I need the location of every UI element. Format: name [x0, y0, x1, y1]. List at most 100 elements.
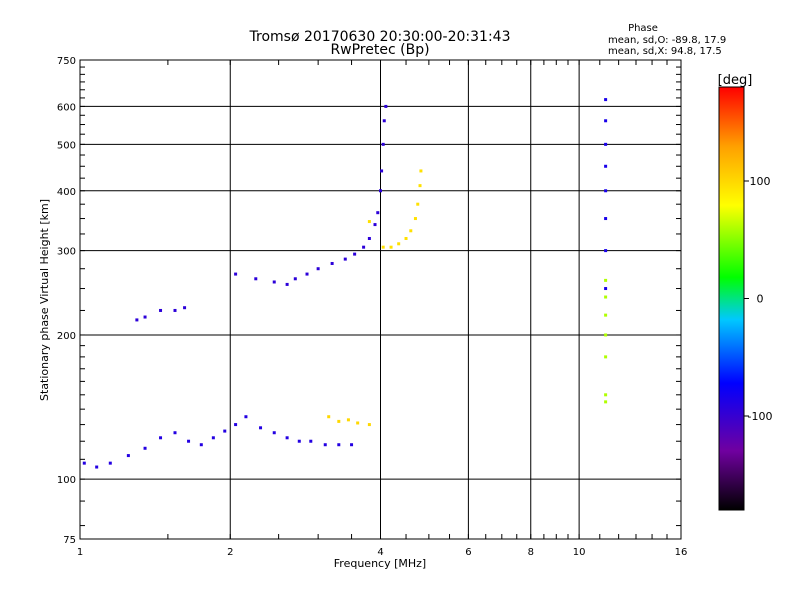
data-point	[367, 423, 371, 427]
x-tick-label: 2	[227, 547, 233, 558]
x-tick-label: 6	[465, 547, 471, 558]
y-tick-label: 500	[57, 140, 76, 151]
data-point	[309, 439, 313, 443]
data-point	[380, 169, 384, 173]
data-point	[604, 217, 608, 221]
data-point	[254, 277, 258, 281]
x-axis-label: Frequency [MHz]	[334, 557, 426, 570]
y-tick-label: 100	[57, 475, 76, 486]
data-point	[381, 245, 385, 249]
x-tick-label: 10	[573, 547, 586, 558]
data-point	[199, 443, 203, 447]
axis-ticks: 1 2 4 6 8 10 16 75 100 200 300 400 500 600 750	[57, 56, 687, 558]
data-point	[143, 315, 147, 319]
data-point	[135, 318, 139, 322]
data-point	[416, 202, 420, 206]
data-point	[211, 436, 215, 440]
data-point	[362, 245, 366, 249]
data-point	[418, 184, 422, 188]
y-tick-label: 400	[57, 187, 76, 198]
data-point	[126, 454, 130, 458]
data-point	[327, 415, 331, 419]
data-point	[604, 98, 608, 102]
data-point	[404, 236, 408, 240]
data-point	[419, 169, 423, 173]
data-point	[82, 461, 86, 465]
data-point	[259, 426, 263, 430]
y-tick-label: 600	[57, 102, 76, 113]
x-tick-label: 16	[675, 547, 688, 558]
x-tick-label: 4	[377, 547, 383, 558]
data-point	[234, 423, 238, 427]
colorbar-tick-label: 0	[757, 293, 764, 306]
y-tick-label: 200	[57, 331, 76, 342]
x-tick-label: 1	[77, 547, 83, 558]
data-point	[604, 278, 608, 282]
data-point	[350, 443, 354, 447]
data-point	[95, 465, 99, 469]
grid-lines	[80, 60, 681, 539]
data-point	[173, 308, 177, 312]
data-point	[389, 245, 393, 249]
data-point	[183, 306, 187, 310]
y-tick-label: 300	[57, 247, 76, 258]
data-point	[604, 355, 608, 359]
data-point	[604, 287, 608, 291]
data-point	[367, 236, 371, 240]
data-point	[173, 431, 177, 435]
data-point	[379, 189, 382, 193]
data-point	[159, 308, 163, 312]
data-point	[305, 272, 309, 276]
data-point	[293, 277, 297, 281]
data-point	[187, 439, 191, 443]
data-point	[373, 223, 377, 227]
data-point	[382, 119, 386, 123]
data-point	[143, 446, 147, 450]
y-tick-label: 75	[63, 535, 76, 546]
chart-title: Tromsø 20170630 20:30:00-20:31:43	[249, 29, 511, 45]
data-point	[604, 400, 608, 404]
data-point	[330, 261, 334, 265]
y-tick-label: 750	[57, 56, 76, 67]
data-points	[82, 98, 608, 469]
data-point	[604, 189, 608, 193]
data-point	[323, 443, 327, 447]
data-point	[384, 104, 388, 108]
data-point	[223, 429, 227, 433]
data-point	[397, 242, 401, 246]
data-point	[272, 431, 276, 435]
data-point	[604, 393, 608, 397]
data-point	[285, 282, 289, 286]
data-point	[159, 436, 163, 440]
data-point	[376, 211, 380, 215]
data-point	[343, 257, 347, 261]
phase-box-line-o: mean, sd,O: -89.8, 17.9	[608, 35, 726, 46]
data-point	[604, 249, 608, 253]
colorbar-tick-label: 100	[750, 175, 771, 188]
data-point	[409, 229, 413, 233]
data-point	[604, 164, 608, 168]
data-point	[367, 220, 371, 224]
data-point	[604, 295, 608, 299]
chart-subtitle: RwPretec (Bp)	[330, 42, 429, 58]
data-point	[108, 461, 112, 465]
data-point	[285, 436, 289, 440]
phase-box-line-x: mean, sd,X: 94.8, 17.5	[608, 46, 722, 57]
data-point	[604, 333, 608, 337]
colorbar-tick-label: -100	[748, 410, 773, 423]
data-point	[353, 252, 357, 256]
data-point	[604, 119, 608, 123]
data-point	[381, 142, 385, 146]
data-point	[337, 443, 341, 447]
y-axis-label: Stationary phase Virtual Height [km]	[38, 199, 51, 401]
data-point	[413, 217, 417, 221]
data-point	[244, 415, 248, 419]
x-tick-label: 8	[528, 547, 534, 558]
data-point	[316, 267, 320, 271]
colorbar	[718, 86, 745, 511]
phase-box-title: Phase	[628, 23, 658, 34]
data-point	[234, 272, 238, 276]
data-point	[356, 421, 360, 425]
colorbar-label: [deg]	[718, 73, 753, 88]
